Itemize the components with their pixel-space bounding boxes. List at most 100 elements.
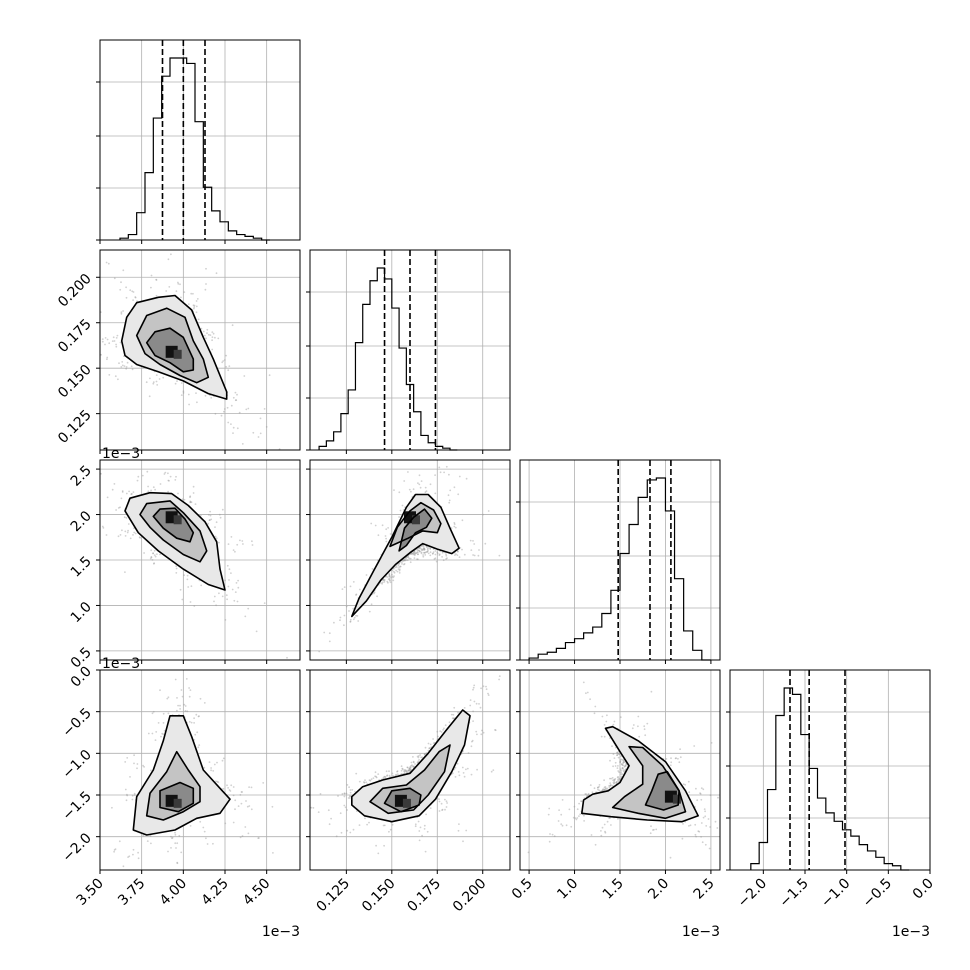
sample-point: [448, 721, 451, 724]
sample-point: [453, 523, 456, 525]
sample-point: [487, 510, 490, 512]
sample-point: [195, 713, 198, 716]
sample-point: [476, 733, 478, 736]
sample-point: [227, 585, 230, 588]
sample-point: [355, 594, 357, 596]
sample-point: [189, 495, 192, 498]
sample-point: [302, 672, 304, 674]
sample-point: [498, 678, 500, 681]
sample-point: [125, 517, 128, 519]
sample-point: [262, 782, 265, 784]
sample-point: [454, 776, 457, 778]
sample-point: [153, 661, 155, 663]
density-peak: [404, 511, 416, 524]
sample-point: [406, 559, 409, 562]
sample-point: [700, 798, 703, 801]
sample-point: [120, 497, 123, 500]
sample-point: [241, 835, 244, 837]
sample-point: [141, 474, 144, 477]
sample-point: [386, 576, 389, 578]
sample-point: [485, 688, 488, 691]
sample-point: [429, 483, 432, 486]
density-peak-2: [173, 349, 182, 359]
sample-point: [410, 766, 412, 768]
sample-point: [121, 361, 124, 363]
sample-point: [155, 279, 158, 281]
sample-point: [603, 788, 606, 791]
sample-point: [416, 761, 419, 764]
sample-point: [421, 756, 424, 759]
sample-point: [215, 521, 218, 524]
sample-point: [441, 556, 443, 558]
sample-point: [354, 790, 356, 793]
sample-point: [239, 836, 242, 839]
sample-point: [148, 655, 150, 657]
sample-point: [618, 777, 621, 780]
sample-point: [417, 558, 419, 561]
sample-point: [688, 825, 690, 827]
sample-point: [478, 549, 480, 551]
sample-point: [438, 810, 441, 812]
sample-point: [126, 757, 129, 759]
sample-point: [470, 549, 473, 551]
sample-point: [494, 729, 497, 732]
scatter-panel-p0-p1: [99, 249, 301, 451]
sample-point: [234, 808, 236, 811]
sample-point: [613, 780, 616, 783]
sample-point: [461, 766, 464, 769]
sample-point: [216, 761, 218, 764]
sample-point: [305, 675, 307, 677]
sample-point: [600, 735, 603, 738]
sample-point: [425, 490, 428, 492]
sample-point: [167, 850, 169, 853]
sample-point: [453, 525, 456, 528]
sample-point: [461, 519, 464, 522]
sample-point: [358, 824, 361, 826]
sample-point: [412, 765, 414, 768]
sample-point: [448, 473, 450, 476]
sample-point: [469, 539, 472, 542]
sample-point: [130, 365, 133, 368]
sample-point: [120, 311, 123, 314]
sample-point: [703, 808, 706, 810]
sample-point: [257, 436, 260, 438]
sample-point: [407, 769, 409, 772]
sample-point: [156, 384, 159, 386]
sample-point: [183, 291, 186, 293]
sample-point: [202, 826, 205, 829]
sample-point: [118, 362, 120, 365]
panel-frame: [99, 249, 301, 451]
sample-point: [100, 472, 102, 475]
sample-point: [189, 496, 191, 499]
sample-point: [413, 554, 416, 557]
sample-point: [457, 771, 460, 773]
sample-point: [212, 842, 214, 845]
sample-point: [387, 527, 389, 529]
sample-point: [208, 761, 211, 763]
sample-point: [408, 767, 411, 770]
contour-line-2: [398, 508, 433, 552]
sample-point: [407, 555, 409, 558]
sample-point: [414, 825, 417, 828]
sample-point: [214, 336, 216, 339]
sample-point: [150, 549, 153, 552]
sample-point: [369, 779, 372, 782]
sample-point: [124, 571, 126, 573]
sample-point: [126, 531, 129, 534]
sample-point: [176, 697, 178, 699]
sample-point: [133, 754, 136, 757]
sample-point: [598, 785, 600, 788]
sample-point: [593, 787, 596, 790]
sample-point: [234, 591, 237, 593]
sample-point: [229, 790, 232, 792]
sample-point: [142, 764, 145, 767]
contour-line-1: [145, 750, 201, 821]
sample-point: [411, 764, 413, 767]
sample-point: [471, 740, 473, 743]
sample-point: [473, 554, 476, 557]
sample-point: [409, 769, 412, 772]
sample-point: [258, 837, 260, 839]
sample-point: [228, 365, 231, 367]
sample-point: [117, 378, 119, 381]
sample-point: [113, 850, 115, 853]
